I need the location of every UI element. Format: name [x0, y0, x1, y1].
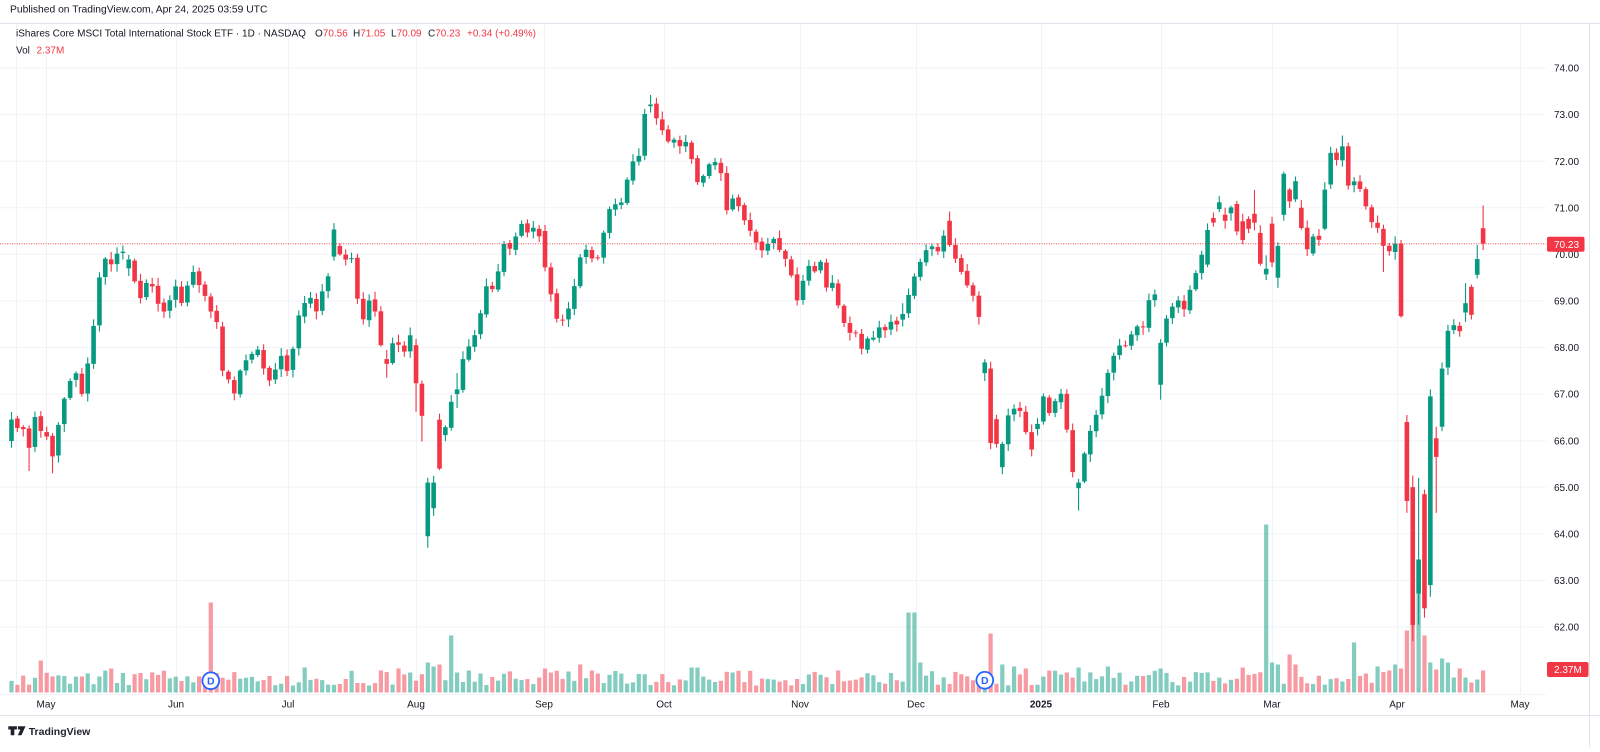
svg-text:73.00: 73.00: [1554, 110, 1579, 121]
svg-text:2025: 2025: [1030, 700, 1053, 711]
svg-text:D: D: [981, 675, 989, 687]
svg-text:TradingView: TradingView: [29, 726, 91, 738]
svg-text:Jun: Jun: [168, 700, 184, 711]
svg-text:72.00: 72.00: [1554, 157, 1579, 168]
svg-text:D: D: [207, 676, 215, 688]
svg-text:Aug: Aug: [407, 700, 425, 711]
svg-text:Oct: Oct: [656, 700, 672, 711]
svg-text:68.00: 68.00: [1554, 343, 1579, 354]
svg-text:Nov: Nov: [791, 700, 809, 711]
svg-text:Sep: Sep: [535, 700, 553, 711]
svg-text:69.00: 69.00: [1554, 297, 1579, 308]
svg-text:65.00: 65.00: [1554, 483, 1579, 494]
svg-text:May: May: [1511, 700, 1530, 711]
svg-text:62.00: 62.00: [1554, 623, 1579, 634]
svg-text:70.00: 70.00: [1554, 250, 1579, 261]
svg-text:70.23: 70.23: [1554, 240, 1579, 251]
svg-text:Published on TradingView.com,: Published on TradingView.com, Apr 24, 20…: [10, 5, 268, 16]
svg-text:Jul: Jul: [282, 700, 295, 711]
svg-text:71.00: 71.00: [1554, 203, 1579, 214]
svg-text:Feb: Feb: [1152, 700, 1170, 711]
svg-text:74.00: 74.00: [1554, 64, 1579, 75]
svg-text:Apr: Apr: [1389, 700, 1405, 711]
svg-text:64.00: 64.00: [1554, 529, 1579, 540]
svg-text:May: May: [37, 700, 56, 711]
svg-text:Dec: Dec: [907, 700, 925, 711]
svg-text:Vol: Vol: [16, 46, 30, 57]
svg-text:2.37M: 2.37M: [37, 46, 65, 57]
svg-text:iShares Core MSCI Total Intern: iShares Core MSCI Total International St…: [16, 29, 536, 40]
svg-text:2.37M: 2.37M: [1554, 665, 1582, 676]
svg-text:63.00: 63.00: [1554, 576, 1579, 587]
svg-text:67.00: 67.00: [1554, 390, 1579, 401]
svg-text:66.00: 66.00: [1554, 436, 1579, 447]
svg-text:Mar: Mar: [1263, 700, 1281, 711]
